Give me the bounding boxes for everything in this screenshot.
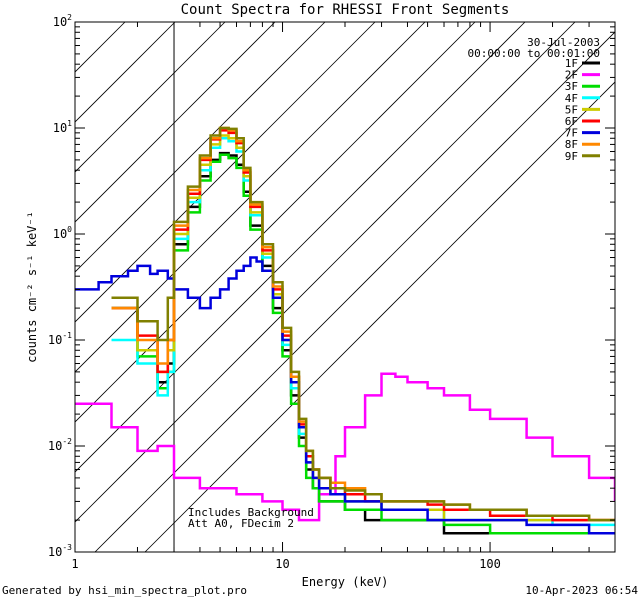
hatch-line — [94, 31, 615, 552]
hatched-region — [75, 22, 615, 552]
legend-label-6F: 6F — [565, 115, 578, 128]
y-tick-label: 100 — [53, 225, 72, 241]
legend-label-1F: 1F — [565, 57, 578, 70]
legend-label-7F: 7F — [565, 127, 578, 140]
series-7F — [75, 256, 615, 535]
y-tick-label: 10-1 — [48, 331, 72, 347]
hatch-line — [75, 22, 376, 323]
annotation-attenuator: Att A0, FDecim 2 — [188, 517, 294, 530]
series-2F — [75, 372, 615, 522]
y-tick-label: 102 — [53, 13, 72, 29]
hatch-line — [75, 22, 326, 273]
timestamp-label: 10-Apr-2023 06:54 — [525, 584, 638, 597]
legend-label-3F: 3F — [565, 80, 578, 93]
generated-by-label: Generated by hsi_min_spectra_plot.pro — [2, 584, 248, 597]
x-tick-label: 10 — [275, 557, 289, 571]
hatch-line — [75, 22, 276, 223]
date-label: 30-Jul-2003 — [527, 36, 600, 49]
legend-label-4F: 4F — [565, 92, 578, 105]
x-tick-label: 100 — [479, 557, 501, 571]
y-tick-label: 10-2 — [48, 437, 72, 453]
hatch-line — [75, 22, 126, 73]
x-tick-label: 1 — [71, 557, 78, 571]
hatch-line — [75, 22, 426, 373]
y-axis-label: counts cm⁻² s⁻¹ keV⁻¹ — [25, 211, 39, 363]
y-tick-label: 10-3 — [48, 543, 72, 559]
hatch-line — [75, 22, 176, 123]
x-axis-label: Energy (keV) — [302, 575, 389, 589]
legend-label-2F: 2F — [565, 69, 578, 82]
time-range-label: 00:00:00 to 00:01:00 — [468, 47, 600, 60]
series-9F — [111, 126, 615, 522]
legend-label-9F: 9F — [565, 150, 578, 163]
chart-title: Count Spectra for RHESSI Front Segments — [181, 2, 510, 18]
y-tick-label: 101 — [53, 119, 72, 135]
hatch-line — [75, 22, 576, 523]
legend-label-8F: 8F — [565, 138, 578, 151]
hatch-line — [75, 22, 226, 173]
hatch-line — [75, 22, 526, 473]
hatch-line — [75, 22, 476, 423]
legend-label-5F: 5F — [565, 103, 578, 116]
annotation-background: Includes Background — [188, 506, 314, 519]
